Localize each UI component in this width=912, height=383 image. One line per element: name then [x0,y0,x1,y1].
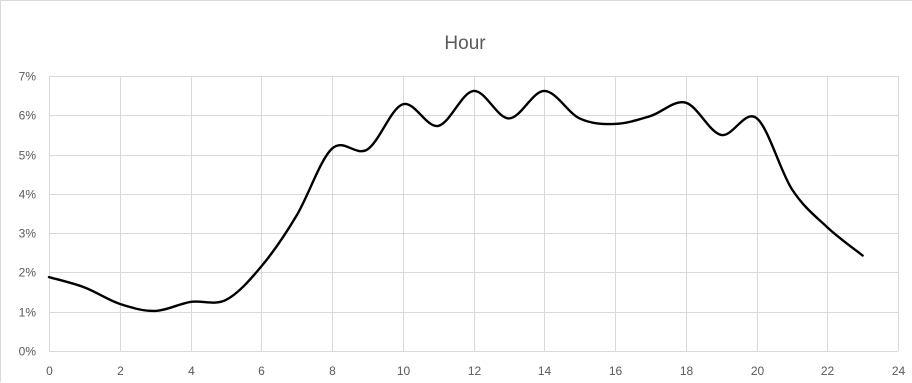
x-tick-label: 20 [751,364,765,378]
y-tick-label: 5% [19,149,37,163]
grid [49,76,899,352]
y-tick-label: 0% [19,345,37,359]
y-tick-label: 2% [19,266,37,280]
chart-title: Hour [444,33,486,54]
y-tick-label: 6% [19,109,37,123]
x-tick-label: 4 [188,364,195,378]
series-line [47,89,864,313]
x-tick-label: 0 [46,364,53,378]
x-tick-label: 16 [609,364,623,378]
x-tick-label: 8 [329,364,336,378]
y-tick-label: 7% [19,70,37,84]
y-axis-tick-labels: 0% 1% 2% 3% 4% 5% 6% 7% [19,70,37,359]
series-layer [47,89,864,313]
x-tick-label: 6 [258,364,265,378]
x-tick-label: 2 [117,364,124,378]
x-tick-label: 22 [821,364,835,378]
x-tick-label: 18 [680,364,694,378]
y-tick-label: 4% [19,188,37,202]
x-axis-tick-labels: 0 2 4 6 8 10 12 14 16 18 20 22 24 [46,364,905,378]
x-tick-label: 14 [538,364,552,378]
x-tick-label: 10 [397,364,411,378]
y-tick-label: 1% [19,306,37,320]
y-tick-label: 3% [19,227,37,241]
x-tick-label: 12 [468,364,482,378]
x-tick-label: 24 [892,364,906,378]
